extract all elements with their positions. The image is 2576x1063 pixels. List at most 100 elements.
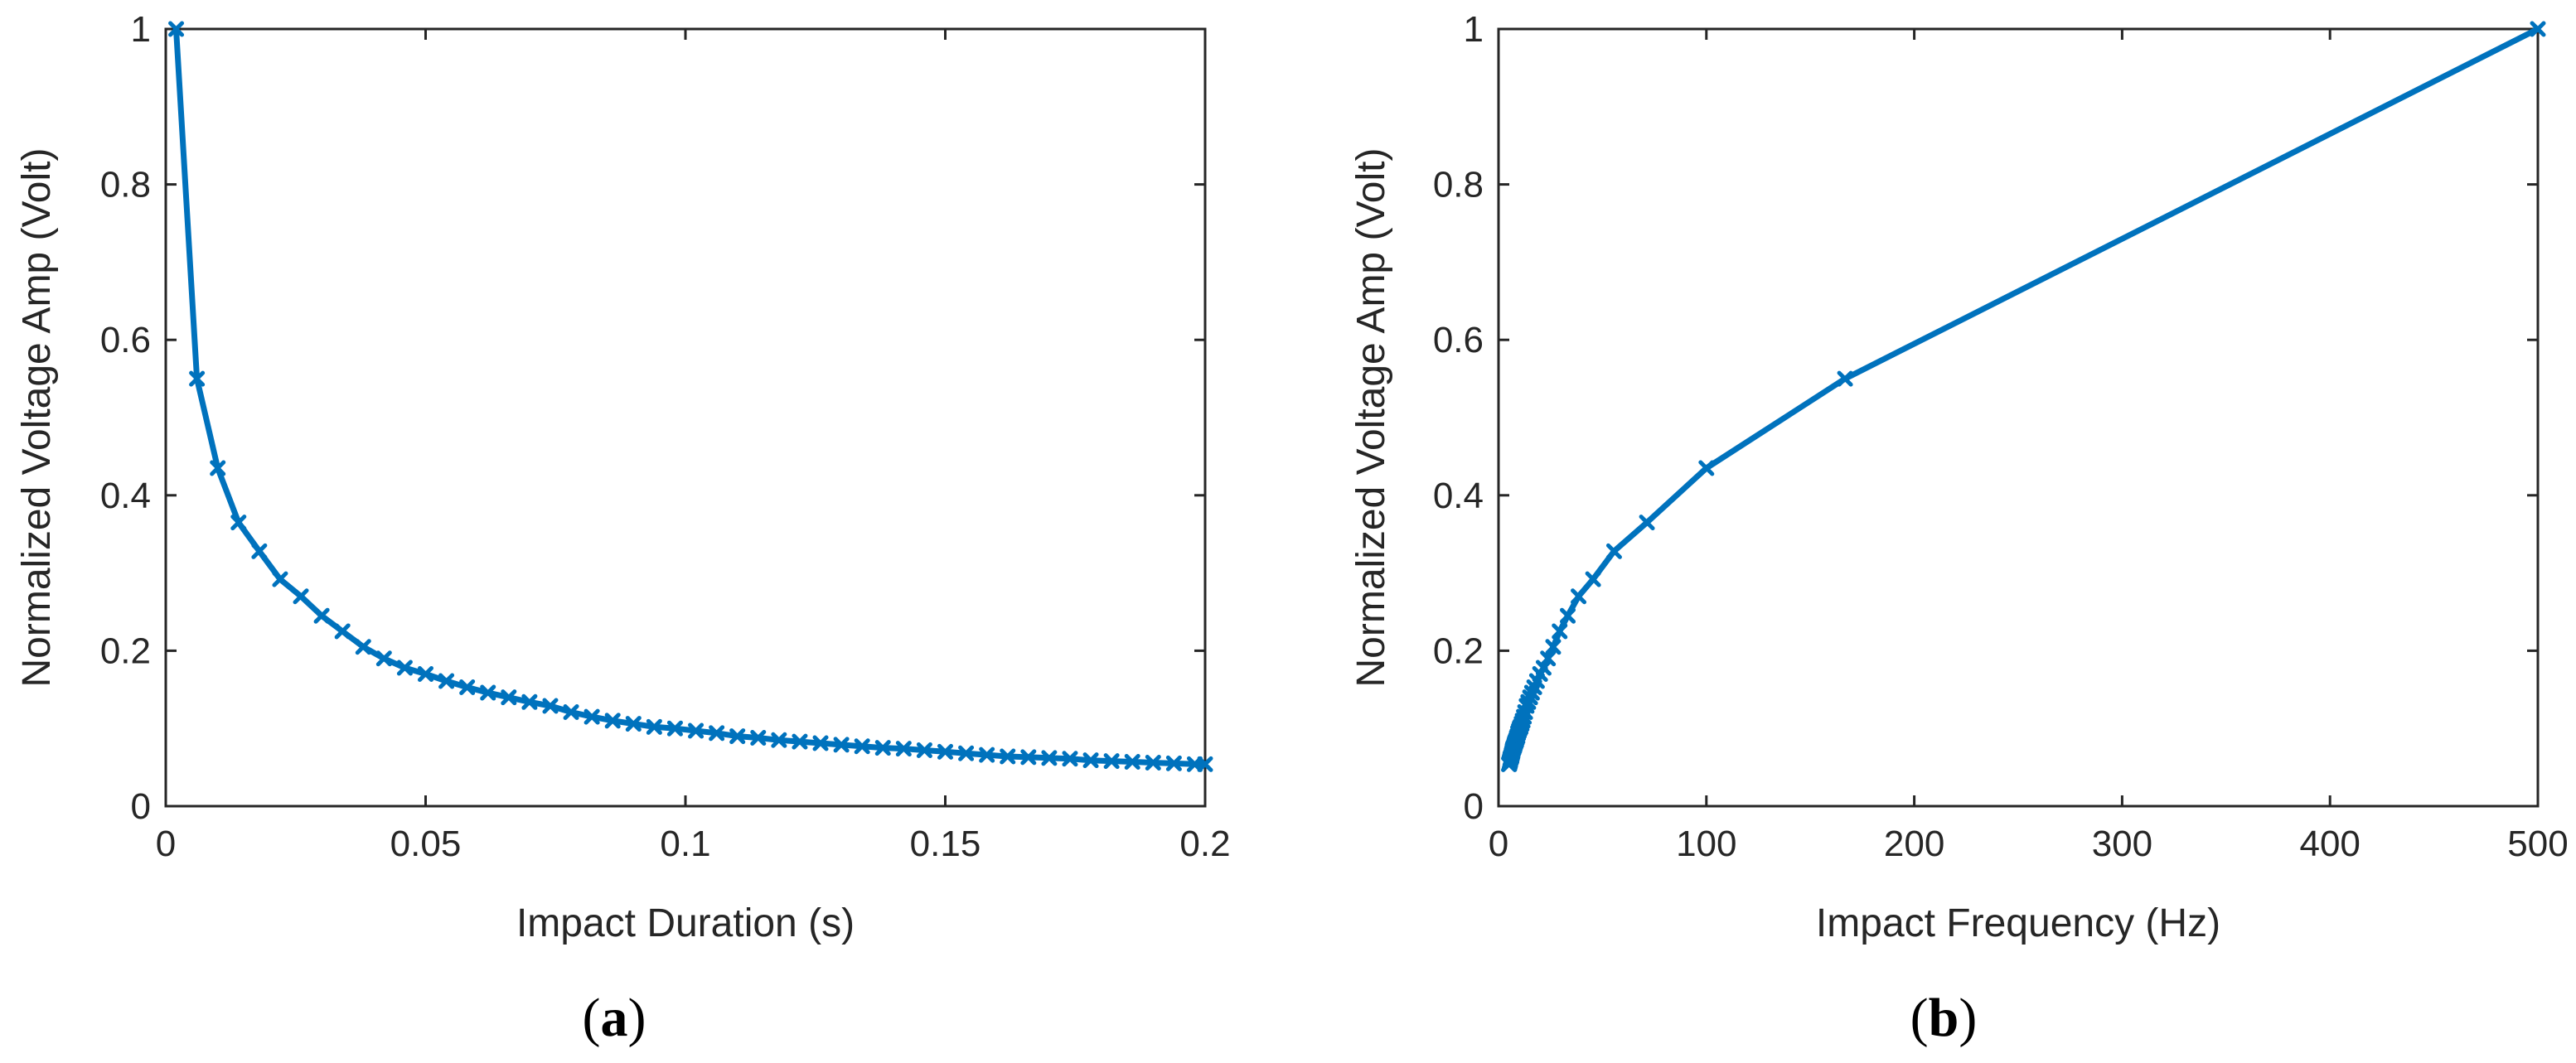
data-point xyxy=(1103,753,1120,770)
data-point-stroke xyxy=(2530,21,2546,37)
data-point-stroke xyxy=(210,460,226,476)
data-point xyxy=(1639,515,1655,531)
data-point xyxy=(1501,756,1518,772)
data-point xyxy=(1560,607,1576,624)
data-point xyxy=(895,741,912,757)
data-point xyxy=(542,698,559,714)
data-point-stroke xyxy=(1020,749,1037,766)
data-point xyxy=(1698,460,1715,476)
data-point-stroke xyxy=(355,639,371,655)
y-tick-label: 0.2 xyxy=(100,631,151,671)
data-point xyxy=(854,738,870,755)
data-point xyxy=(1585,571,1601,587)
data-point xyxy=(313,607,330,624)
data-point-stroke xyxy=(1698,460,1715,476)
data-point xyxy=(501,689,517,706)
data-point xyxy=(1552,623,1568,640)
data-point-stroke xyxy=(1501,756,1518,772)
x-tick-label: 0.15 xyxy=(910,824,981,864)
data-point xyxy=(666,720,683,737)
x-axis-title-a: Impact Duration (s) xyxy=(516,901,855,945)
y-tick-label: 0 xyxy=(131,786,151,827)
y-tick-label: 1 xyxy=(1464,9,1484,50)
data-point xyxy=(1020,749,1037,766)
y-axis-ticks-a: 0 0.2 0.4 0.6 0.8 1 xyxy=(100,9,1205,827)
data-point xyxy=(709,725,725,742)
data-point xyxy=(1082,752,1099,769)
y-tick-label: 0 xyxy=(1464,786,1484,827)
data-point xyxy=(1000,748,1016,765)
data-point-stroke xyxy=(979,747,995,763)
data-point xyxy=(563,704,579,721)
data-point xyxy=(1540,650,1557,667)
data-point-stroke xyxy=(958,745,975,761)
data-point-stroke xyxy=(1000,748,1016,765)
data-point-stroke xyxy=(1585,571,1601,587)
data-point-stroke xyxy=(750,729,767,746)
data-point-stroke xyxy=(646,718,662,735)
y-tick-label: 1 xyxy=(131,9,151,50)
data-point xyxy=(604,713,621,729)
data-point-stroke xyxy=(1571,588,1587,605)
data-point xyxy=(646,718,662,735)
plot-frame-a xyxy=(164,27,1207,808)
data-point xyxy=(874,740,891,756)
data-point-stroke xyxy=(313,607,330,624)
data-point-stroke xyxy=(480,684,496,701)
data-point-stroke xyxy=(542,698,559,714)
data-point-stroke xyxy=(937,743,953,760)
data-point-stroke xyxy=(1639,515,1655,531)
panel-label-a: (a) xyxy=(583,988,646,1048)
data-point-stroke xyxy=(666,720,683,737)
data-point xyxy=(625,716,642,732)
data-point-stroke xyxy=(916,742,932,758)
x-tick-label: 0.1 xyxy=(660,824,710,864)
data-point xyxy=(334,623,351,640)
y-tick-label: 0.8 xyxy=(100,165,151,205)
data-point xyxy=(729,728,746,745)
series-line xyxy=(1506,26,2541,767)
data-point xyxy=(480,684,496,701)
x-tick-label: 0 xyxy=(156,824,176,864)
data-point xyxy=(771,732,787,748)
data-point xyxy=(272,571,288,587)
data-point-stroke xyxy=(1062,751,1078,767)
y-axis-ticks-b: 0 0.2 0.4 0.6 0.8 1 xyxy=(1433,9,2538,827)
data-point xyxy=(459,679,476,695)
chart-panel-b: 0 100 200 300 400 500 0 0.2 0.4 0.6 0.8 1 Impact F… xyxy=(1349,9,2569,1048)
y-axis-title-b: Normalized Voltage Amp (Volt) xyxy=(1349,148,1393,688)
data-point-stroke xyxy=(230,515,247,531)
data-point xyxy=(168,21,185,37)
data-point-stroke xyxy=(812,735,829,751)
x-tick-label: 0 xyxy=(1489,824,1508,864)
data-point-stroke xyxy=(874,740,891,756)
data-point-stroke xyxy=(459,679,476,695)
data-point xyxy=(1197,756,1213,772)
chart-panel-a: 0 0.05 0.1 0.15 0.2 0 0.2 0.4 0.6 0.8 1 Impact Du… xyxy=(15,9,1231,1048)
series-group-a xyxy=(168,21,1213,772)
data-point xyxy=(1062,751,1078,767)
data-point-stroke xyxy=(625,716,642,732)
y-tick-label: 0.4 xyxy=(100,476,151,516)
data-point-stroke xyxy=(833,737,850,753)
x-tick-label: 500 xyxy=(2507,824,2568,864)
y-tick-label: 0.4 xyxy=(1433,476,1484,516)
data-point xyxy=(583,708,600,725)
data-point xyxy=(833,737,850,753)
data-point xyxy=(1145,754,1161,771)
data-point xyxy=(1571,588,1587,605)
data-point-stroke xyxy=(604,713,621,729)
y-tick-label: 0.8 xyxy=(1433,165,1484,205)
data-point xyxy=(189,370,206,387)
data-point xyxy=(418,666,433,683)
series-line xyxy=(173,26,1208,767)
data-point xyxy=(230,515,247,531)
data-point-stroke xyxy=(1545,639,1562,655)
data-point xyxy=(1041,750,1058,766)
data-point xyxy=(688,722,705,739)
data-point-stroke xyxy=(1124,754,1140,771)
data-point-stroke xyxy=(583,708,600,725)
data-point-stroke xyxy=(854,738,870,755)
data-point-stroke xyxy=(189,370,206,387)
